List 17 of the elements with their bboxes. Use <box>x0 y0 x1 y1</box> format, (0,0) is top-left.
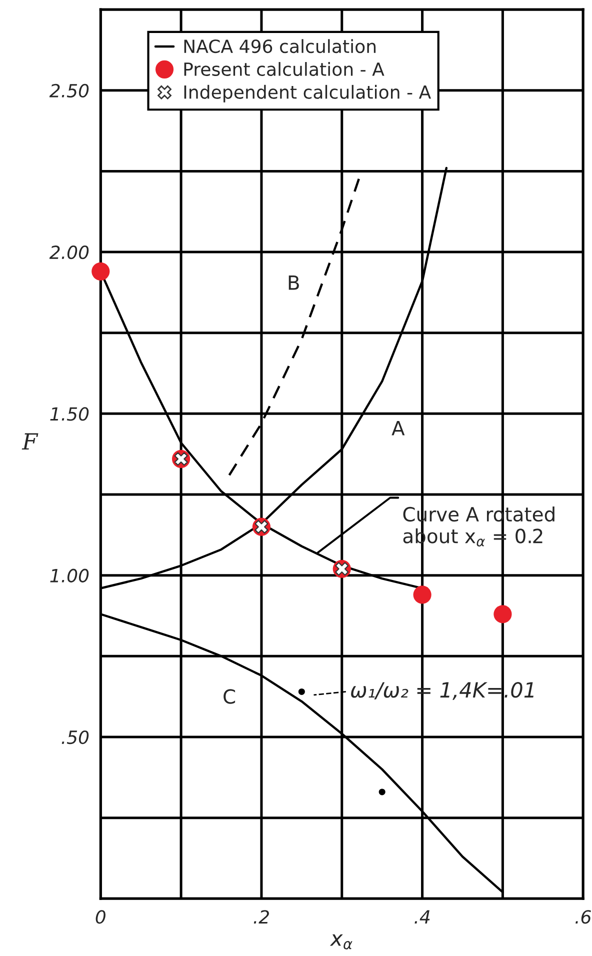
legend-label: Present calculation - A <box>184 62 384 76</box>
legend-label: NACA 496 calculation <box>184 39 376 54</box>
y-tick-label: 1.00 <box>50 568 89 582</box>
x-tick-label: .4 <box>414 910 430 924</box>
annotation: C <box>224 689 236 704</box>
x-axis-title: x$_{α}$ <box>330 934 352 950</box>
x-tick-label: .2 <box>254 910 269 924</box>
x-tick-label: .6 <box>576 910 591 924</box>
y-tick-label: 2.50 <box>49 84 89 98</box>
y-tick-label: 1.50 <box>50 407 89 421</box>
y-axis-title: F <box>22 433 38 450</box>
x-tick-label: 0 <box>96 910 106 924</box>
legend-label: Independent calculation - A <box>184 84 431 102</box>
annotation: B <box>288 276 299 290</box>
annotation: A <box>392 421 405 436</box>
y-tick-label: 2.00 <box>49 245 89 260</box>
y-tick-label: .50 <box>62 730 89 744</box>
